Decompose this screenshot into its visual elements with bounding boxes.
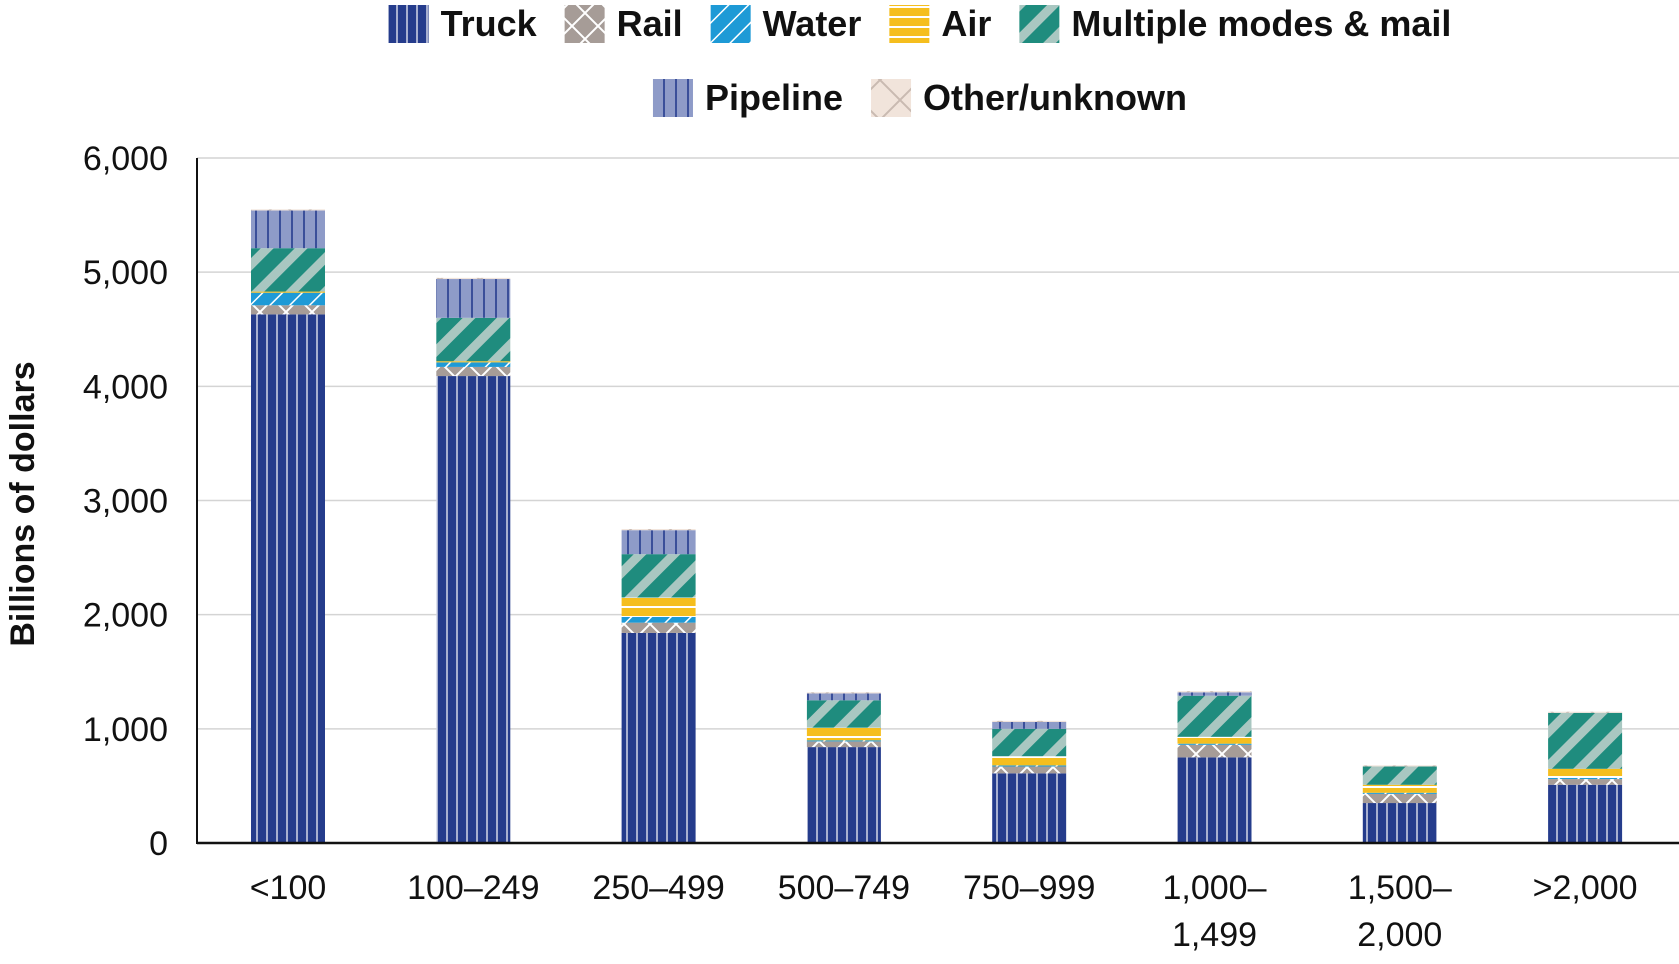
bar-other-unknown-100	[251, 209, 325, 211]
y-tick-label: 3,000	[83, 483, 168, 521]
bar-multiple-modes-mail-750-999	[992, 728, 1067, 757]
bar-water-100-249	[436, 362, 511, 367]
bar-pipeline-100-249	[436, 279, 511, 318]
y-tick-labels: 0 1,000 2,000 3,000 4,000 5,000 6,000	[83, 140, 168, 863]
bars	[251, 209, 1623, 843]
bar-air-100	[251, 291, 325, 293]
bar-air-1-000-1-499	[1177, 736, 1252, 744]
legend-label-multiple-modes-mail: Multiple modes & mail	[1071, 3, 1451, 44]
bar-multiple-modes-mail-2-000	[1548, 712, 1623, 769]
y-tick-label: 5,000	[83, 254, 168, 292]
bar-rail-750-999	[992, 766, 1067, 774]
legend-label-air: Air	[941, 3, 991, 44]
bar-other-unknown-1-500-2-000	[1362, 765, 1437, 767]
bar-truck-100-249	[436, 376, 511, 843]
bar-water-100	[251, 292, 325, 306]
bar-rail-250-499	[621, 622, 696, 633]
x-tick-label: 250–499	[592, 869, 724, 907]
bar-other-unknown-1-000-1-499	[1177, 691, 1252, 693]
x-tick-label: 100–249	[407, 869, 539, 907]
bar-pipeline-100	[251, 210, 325, 249]
axes	[196, 158, 1679, 845]
bar-multiple-modes-mail-250-499	[621, 554, 696, 598]
legend-swatch-other-unknown	[871, 79, 912, 117]
x-tick-label: 500–749	[778, 869, 910, 907]
y-tick-label: 6,000	[83, 140, 168, 178]
legend-swatch-rail	[564, 5, 605, 43]
bar-pipeline-500-749	[806, 693, 881, 701]
bar-air-100-249	[436, 361, 511, 363]
bar-water-250-499	[621, 616, 696, 623]
bar-multiple-modes-mail-500-749	[806, 700, 881, 728]
x-tick-label: 1,000–	[1163, 869, 1267, 907]
bar-other-unknown-100-249	[436, 277, 511, 280]
bar-truck-100	[251, 314, 325, 843]
bar-multiple-modes-mail-100-249	[436, 317, 511, 362]
legend: Truck Rail Water Air Multiple modes & mail Pi…	[388, 3, 1451, 118]
bar-water-750-999	[992, 765, 1067, 767]
legend-label-rail: Rail	[617, 3, 683, 44]
bar-other-unknown-750-999	[992, 720, 1067, 722]
bar-pipeline-1-000-1-499	[1177, 692, 1252, 696]
bar-truck-750-999	[992, 773, 1067, 843]
legend-label-pipeline: Pipeline	[705, 77, 843, 118]
x-tick-label: >2,000	[1533, 869, 1638, 907]
y-axis-title: Billions of dollars	[4, 361, 42, 646]
bar-other-unknown-2-000	[1548, 711, 1623, 713]
legend-swatch-water	[710, 5, 751, 43]
bar-other-unknown-250-499	[621, 529, 696, 531]
bar-pipeline-750-999	[992, 721, 1067, 729]
legend-swatch-air	[889, 5, 930, 43]
bar-truck-2-000	[1548, 784, 1623, 843]
bar-water-2-000	[1548, 777, 1623, 780]
bar-truck-250-499	[621, 632, 696, 843]
bar-rail-500-749	[806, 741, 881, 748]
bar-rail-2-000	[1548, 779, 1623, 785]
bar-water-1-500-2-000	[1362, 792, 1437, 794]
legend-label-water: Water	[763, 3, 862, 44]
bar-pipeline-250-499	[621, 530, 696, 555]
bar-other-unknown-500-749	[806, 692, 881, 694]
y-tick-label: 0	[149, 825, 168, 863]
x-tick-label: <100	[250, 869, 327, 907]
bar-water-500-749	[806, 740, 881, 742]
y-tick-label: 4,000	[83, 368, 168, 406]
bar-rail-100	[251, 305, 325, 315]
x-tick-label: 2,000	[1357, 916, 1442, 954]
bar-multiple-modes-mail-100	[251, 248, 325, 292]
bar-air-750-999	[992, 756, 1067, 766]
bar-truck-1-500-2-000	[1362, 803, 1437, 843]
legend-label-other-unknown: Other/unknown	[923, 77, 1187, 118]
legend-swatch-pipeline	[652, 79, 693, 117]
bar-truck-1-000-1-499	[1177, 757, 1252, 843]
y-tick-label: 1,000	[83, 711, 168, 749]
bar-rail-100-249	[436, 366, 511, 377]
x-tick-label: 750–999	[963, 869, 1095, 907]
bar-rail-1-500-2-000	[1362, 793, 1437, 804]
legend-swatch-multiple-modes-mail	[1019, 5, 1060, 43]
legend-swatch-truck	[388, 5, 429, 43]
bar-air-500-749	[806, 727, 881, 741]
legend-label-truck: Truck	[441, 3, 538, 44]
bar-multiple-modes-mail-1-500-2-000	[1362, 766, 1437, 785]
bar-water-1-000-1-499	[1177, 743, 1252, 745]
bar-air-250-499	[621, 597, 696, 617]
gridlines	[197, 157, 1679, 730]
x-tick-label: 1,500–	[1348, 869, 1452, 907]
bar-air-2-000	[1548, 768, 1623, 778]
bar-air-1-500-2-000	[1362, 784, 1437, 793]
bar-truck-500-749	[806, 747, 881, 843]
y-tick-label: 2,000	[83, 597, 168, 635]
x-tick-labels: <100 100–249 250–499 500–749 750–999 1,000– 1,…	[250, 869, 1638, 954]
bar-multiple-modes-mail-1-000-1-499	[1177, 695, 1252, 737]
bar-rail-1-000-1-499	[1177, 744, 1252, 758]
x-tick-label: 1,499	[1172, 916, 1257, 954]
